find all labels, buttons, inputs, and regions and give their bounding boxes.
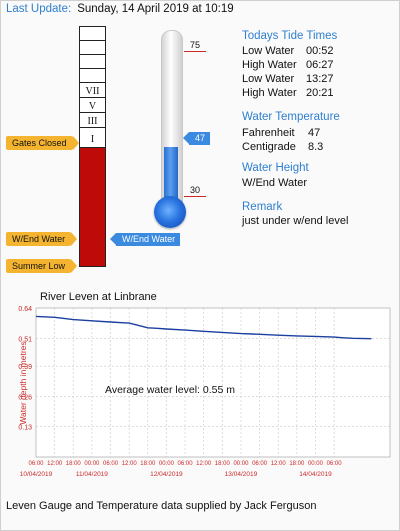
chart-x-tick-label: 06:00 — [103, 461, 119, 467]
temperature-label: Fahrenheit — [242, 127, 295, 139]
tide-time: 20:21 — [306, 87, 334, 99]
chart-x-tick-label: 12:00 — [47, 461, 63, 467]
temperature-value: 47 — [308, 127, 321, 139]
gauge-scale: VII V III I — [79, 26, 106, 148]
chart-x-tick-label: 00:00 — [233, 461, 249, 467]
gauge-segment-i: I — [90, 134, 95, 145]
chart-title: River Leven at Linbrane — [40, 291, 157, 303]
summer-low-tag: Summer Low — [6, 259, 78, 273]
gauge-segment-v: V — [80, 98, 105, 113]
chart-x-tick-label: 18:00 — [66, 461, 82, 467]
chart-x-tick-label: 00:00 — [84, 461, 100, 467]
chart-y-tick-label: 0.26 — [18, 394, 32, 401]
chart-x-tick-label: 00:00 — [308, 461, 324, 467]
chart-x-tick-label: 18:00 — [215, 461, 231, 467]
gauge-segment — [80, 55, 105, 69]
chart-x-tick-label: 18:00 — [289, 461, 305, 467]
water-height-heading: Water Height — [242, 162, 309, 174]
chart-x-tick-label: 00:00 — [159, 461, 175, 467]
chart-x-tick-label: 06:00 — [252, 461, 268, 467]
last-update-label: Last Update: — [6, 3, 72, 15]
temperature-value: 8.3 — [308, 141, 324, 153]
current-level-marker: W/End Water — [109, 233, 181, 246]
chart-series-line — [35, 315, 372, 340]
tide-label: High Water — [242, 59, 297, 71]
tide-row: Low Water 00:52 — [242, 44, 334, 58]
chart-x-tick-label: 06:00 — [327, 461, 343, 467]
chart-x-tick-label: 18:00 — [140, 461, 156, 467]
tide-label: Low Water — [242, 73, 295, 85]
gauge-segment — [80, 27, 105, 41]
wend-water-tag: W/End Water — [6, 232, 78, 246]
last-update: Last Update: Sunday, 14 April 2019 at 10:… — [6, 3, 234, 15]
remark-value: just under w/end level — [242, 215, 349, 227]
chart-date-label: 10/04/2019 — [20, 471, 53, 478]
temperature-row: Centigrade 8.3 — [242, 140, 323, 154]
chart-x-tick-label: 06:00 — [178, 461, 194, 467]
chart-x-tick-label: 12:00 — [196, 461, 212, 467]
chart-x-tick-label: 12:00 — [271, 461, 287, 467]
chart-annotation: Average water level: 0.55 m — [105, 384, 235, 396]
thermo-scale-high: 75 — [190, 40, 201, 50]
gauge-segment-vii: VII — [80, 83, 105, 98]
thermo-tick-low — [184, 196, 206, 197]
chart-x-tick-label: 12:00 — [122, 461, 138, 467]
chart-plot-area — [35, 307, 391, 458]
chart-y-tick-label: 0.39 — [18, 364, 32, 371]
thermo-current-marker: 47 — [182, 132, 211, 145]
temperature-label: Centigrade — [242, 141, 296, 153]
remark-heading: Remark — [242, 201, 283, 213]
tide-heading: Todays Tide Times — [242, 30, 338, 42]
tide-time: 00:52 — [306, 45, 334, 57]
tide-row: Low Water 13:27 — [242, 72, 334, 86]
gauge-segment-iii: III — [80, 113, 105, 128]
gauge-segment — [80, 41, 105, 55]
water-height-value: W/End Water — [242, 177, 307, 189]
gauge-water-level — [79, 147, 106, 267]
chart-date-label: 12/04/2019 — [150, 471, 183, 478]
chart-date-label: 14/04/2019 — [299, 471, 332, 478]
temperature-row: Fahrenheit 47 — [242, 126, 320, 140]
tide-row: High Water 06:27 — [242, 58, 334, 72]
chart-date-label: 11/04/2019 — [76, 471, 108, 478]
chart-y-tick-label: 0.51 — [18, 336, 32, 343]
footer-credit: Leven Gauge and Temperature data supplie… — [6, 500, 317, 512]
tide-time: 06:27 — [306, 59, 334, 71]
tide-row: High Water 20:21 — [242, 86, 334, 100]
chart-x-tick-label: 06:00 — [28, 461, 44, 467]
temperature-heading: Water Temperature — [242, 111, 340, 123]
chart-date-label: 13/04/2019 — [225, 471, 258, 478]
thermo-tick-high — [184, 51, 206, 52]
tide-time: 13:27 — [306, 73, 334, 85]
gates-closed-tag: Gates Closed — [6, 136, 79, 150]
chart-y-tick-label: 0.13 — [18, 425, 32, 432]
tide-label: High Water — [242, 87, 297, 99]
thermometer-bulb — [154, 196, 186, 228]
gauge-segment — [80, 69, 105, 83]
last-update-value: Sunday, 14 April 2019 at 10:19 — [77, 3, 234, 15]
tide-label: Low Water — [242, 45, 295, 57]
thermo-scale-low: 30 — [190, 185, 201, 195]
chart-y-tick-label: 0.64 — [18, 306, 32, 313]
